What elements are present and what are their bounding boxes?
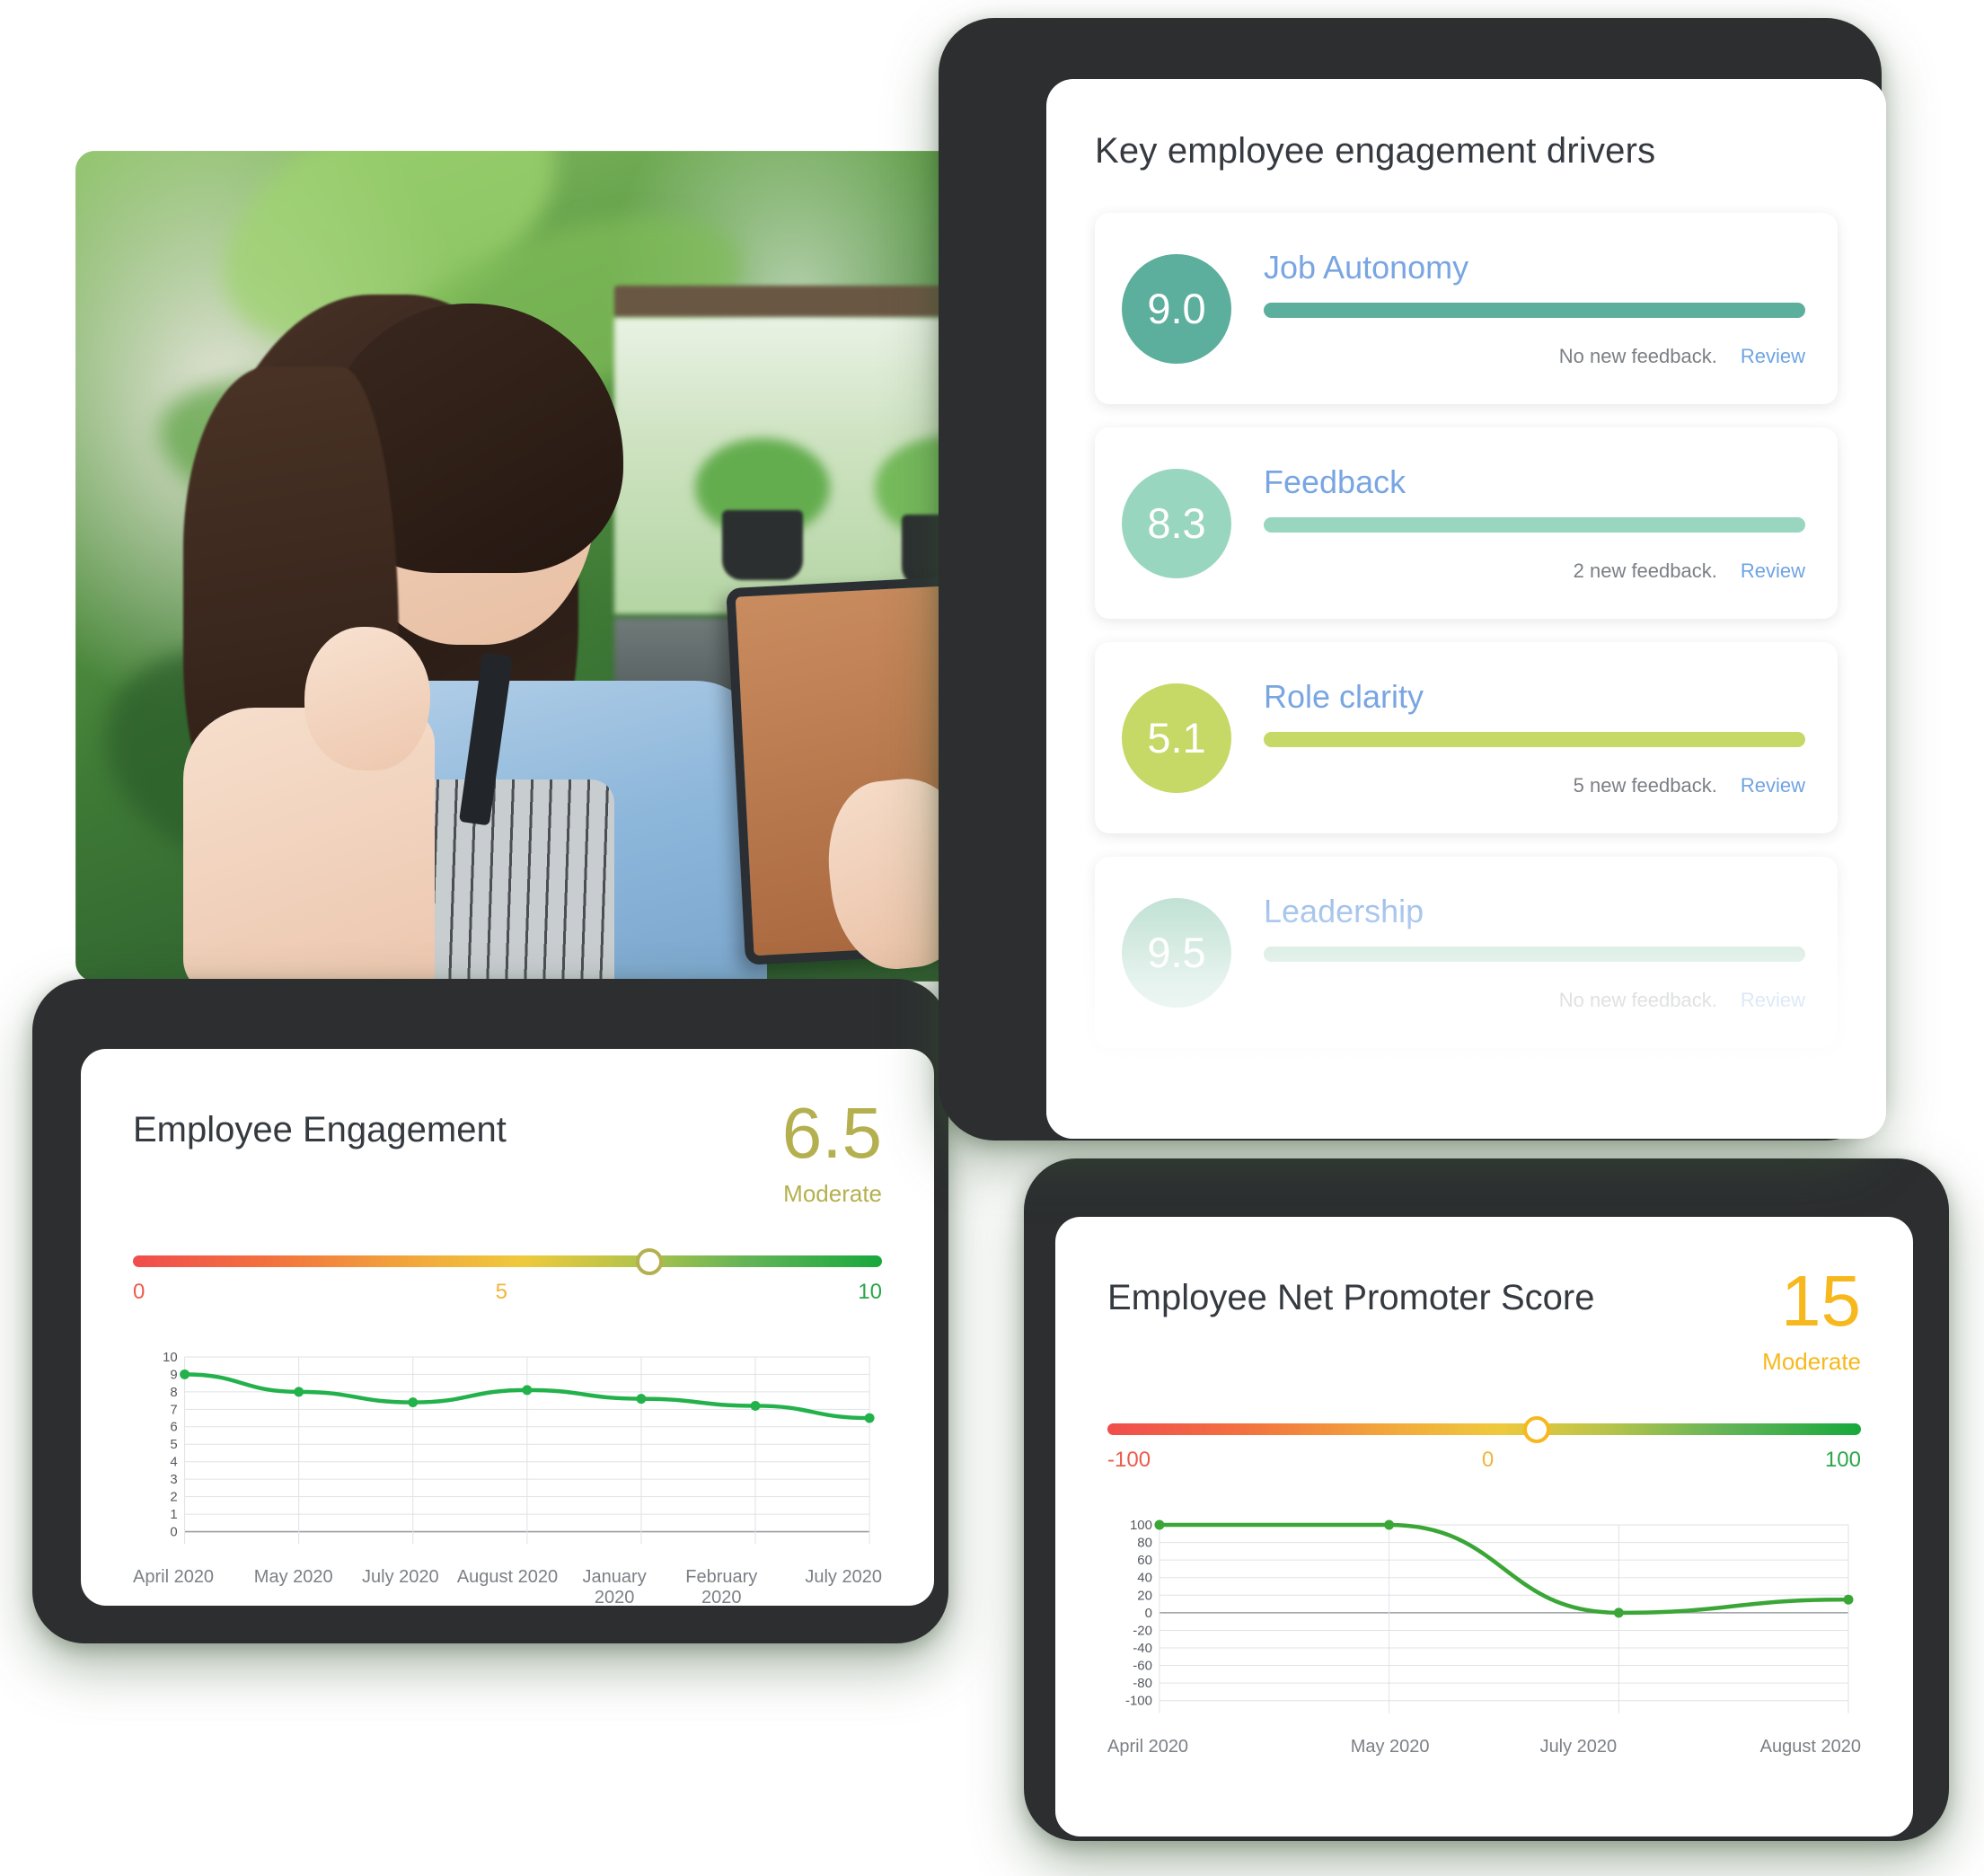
driver-review-link[interactable]: Review [1740, 989, 1805, 1011]
svg-text:-100: -100 [1125, 1694, 1152, 1709]
engagement-gauge[interactable]: 0 5 10 [133, 1247, 882, 1305]
nps-header: Employee Net Promoter Score 15 Moderate [1107, 1261, 1861, 1375]
photo-plant-pot [722, 510, 803, 580]
nps-title: Employee Net Promoter Score [1107, 1278, 1595, 1317]
gauge-tick-mid: 5 [495, 1280, 507, 1304]
svg-text:1: 1 [170, 1508, 177, 1522]
nps-score: 15 Moderate [1762, 1261, 1861, 1375]
x-axis-label: July 2020 [1539, 1736, 1618, 1757]
gauge-tick-mid: 0 [1481, 1448, 1495, 1472]
driver-name[interactable]: Job Autonomy [1264, 249, 1469, 286]
drivers-panel-title: Key employee engagement drivers [1095, 131, 1656, 171]
driver-feedback-text: No new feedback. [1558, 989, 1717, 1011]
engagement-gauge-track[interactable] [133, 1247, 882, 1275]
gauge-tick-max: 10 [858, 1280, 882, 1304]
driver-feedback-text: 2 new feedback. [1573, 559, 1717, 582]
svg-text:2: 2 [170, 1491, 177, 1505]
svg-text:40: 40 [1137, 1571, 1152, 1586]
employee-nps-card: Employee Net Promoter Score 15 Moderate … [1055, 1217, 1913, 1836]
nps-gauge-ticks: -100 0 100 [1107, 1448, 1861, 1473]
driver-card[interactable]: 9.0 Job Autonomy No new feedback. Review [1095, 213, 1838, 404]
engagement-score-value: 6.5 [781, 1093, 882, 1173]
svg-text:6: 6 [170, 1421, 177, 1435]
svg-text:8: 8 [170, 1386, 177, 1400]
driver-feedback-text: No new feedback. [1558, 345, 1717, 367]
x-axis-label: July 2020 [362, 1567, 439, 1588]
driver-review-link[interactable]: Review [1740, 559, 1805, 582]
x-axis-label: February 2020 [685, 1567, 758, 1606]
nps-gauge-track[interactable] [1107, 1415, 1861, 1443]
x-axis-label: August 2020 [456, 1567, 559, 1588]
svg-text:5: 5 [170, 1438, 177, 1452]
svg-text:10: 10 [163, 1351, 178, 1365]
x-axis-label: May 2020 [1350, 1736, 1430, 1757]
photo-window-shelf [614, 286, 1001, 318]
hero-photo [75, 151, 1001, 982]
nps-gauge-knob[interactable] [1523, 1415, 1551, 1443]
nps-x-axis-labels: April 2020 May 2020 July 2020 August 2020 [1107, 1737, 1861, 1757]
engagement-gauge-ticks: 0 5 10 [133, 1280, 882, 1305]
driver-score-circle: 8.3 [1122, 468, 1231, 578]
driver-review-link[interactable]: Review [1740, 345, 1805, 367]
x-axis-label: May 2020 [253, 1567, 333, 1588]
nps-trend-chart: 100 80 60 40 20 0 -20 -40 -60 -80 -100 April 2020 M… [1107, 1518, 1861, 1757]
svg-text:9: 9 [170, 1368, 177, 1382]
driver-score-circle: 5.1 [1122, 683, 1231, 793]
engagement-trend-chart: 10 9 8 7 6 5 4 3 2 1 0 April 2020 May 2020 July 2020… [133, 1350, 882, 1606]
svg-text:-60: -60 [1133, 1659, 1152, 1674]
driver-card[interactable]: 9.5 Leadership No new feedback. Review [1095, 857, 1838, 1048]
gauge-tick-min: -100 [1107, 1448, 1151, 1472]
nps-score-rating: Moderate [1762, 1348, 1861, 1375]
svg-text:0: 0 [1145, 1606, 1152, 1621]
driver-name[interactable]: Role clarity [1264, 678, 1424, 715]
driver-card[interactable]: 8.3 Feedback 2 new feedback. Review [1095, 427, 1838, 619]
driver-score-circle: 9.5 [1122, 897, 1231, 1008]
driver-feedback-text: 5 new feedback. [1573, 774, 1717, 797]
svg-text:60: 60 [1137, 1553, 1152, 1568]
engagement-score-rating: Moderate [783, 1180, 882, 1207]
engagement-drivers-panel: Key employee engagement drivers 9.0 Job A… [1046, 79, 1886, 1139]
nps-score-value: 15 [1781, 1261, 1861, 1341]
driver-card[interactable]: 5.1 Role clarity 5 new feedback. Review [1095, 642, 1838, 833]
svg-text:7: 7 [170, 1403, 177, 1417]
driver-name[interactable]: Feedback [1264, 463, 1406, 500]
driver-progress-bar [1264, 947, 1805, 962]
svg-text:4: 4 [170, 1456, 177, 1470]
nps-line-chart-svg: 100 80 60 40 20 0 -20 -40 -60 -80 -100 [1125, 1518, 1854, 1713]
svg-text:20: 20 [1137, 1588, 1152, 1603]
driver-progress-bar [1264, 517, 1805, 533]
engagement-x-axis-labels: April 2020 May 2020 July 2020 August 2020 Ja… [133, 1567, 882, 1606]
x-axis-label: April 2020 [1107, 1736, 1189, 1757]
driver-score-circle: 9.0 [1122, 253, 1231, 364]
gauge-tick-max: 100 [1824, 1448, 1861, 1472]
svg-text:3: 3 [170, 1473, 177, 1487]
engagement-gauge-knob[interactable] [636, 1247, 664, 1275]
engagement-header: Employee Engagement 6.5 Moderate [133, 1093, 882, 1207]
x-axis-label: August 2020 [1759, 1736, 1861, 1757]
gauge-tick-min: 0 [133, 1280, 145, 1304]
photo-person-hand [304, 627, 430, 771]
driver-name[interactable]: Leadership [1264, 893, 1424, 929]
x-axis-label: April 2020 [133, 1567, 215, 1588]
nps-gauge[interactable]: -100 0 100 [1107, 1415, 1861, 1473]
employee-engagement-card: Employee Engagement 6.5 Moderate 0 5 10 … [81, 1049, 934, 1606]
driver-review-link[interactable]: Review [1740, 774, 1805, 797]
driver-progress-bar [1264, 732, 1805, 747]
driver-progress-bar [1264, 303, 1805, 318]
svg-text:80: 80 [1137, 1536, 1152, 1551]
svg-text:-80: -80 [1133, 1676, 1152, 1691]
engagement-title: Employee Engagement [133, 1110, 507, 1149]
svg-text:0: 0 [170, 1525, 177, 1539]
svg-text:100: 100 [1130, 1518, 1152, 1533]
drivers-list: 9.0 Job Autonomy No new feedback. Review 8.3… [1095, 213, 1838, 1048]
x-axis-label: July 2020 [805, 1567, 882, 1588]
svg-text:-20: -20 [1133, 1623, 1152, 1638]
svg-text:-40: -40 [1133, 1641, 1152, 1656]
engagement-score: 6.5 Moderate [781, 1093, 882, 1207]
x-axis-label: January 2020 [582, 1567, 647, 1606]
